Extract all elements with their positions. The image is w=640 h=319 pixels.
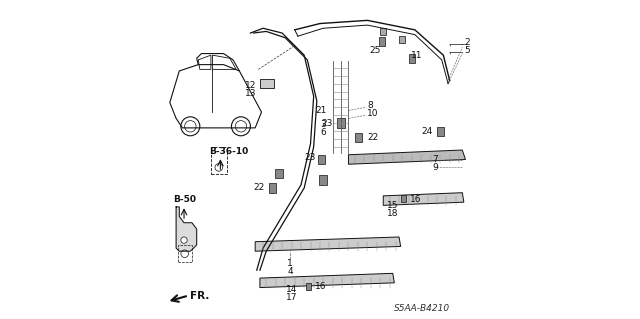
Bar: [378, 37, 385, 46]
Text: 6: 6: [321, 128, 326, 137]
Text: 10: 10: [367, 109, 379, 118]
Polygon shape: [348, 150, 465, 164]
Text: 8: 8: [367, 101, 373, 110]
Text: 21: 21: [315, 106, 326, 115]
Text: 24: 24: [421, 127, 432, 136]
Bar: [306, 283, 312, 290]
Text: 22: 22: [253, 183, 265, 192]
Polygon shape: [255, 237, 401, 251]
Text: 15: 15: [387, 201, 399, 210]
Text: 18: 18: [387, 209, 399, 218]
Text: 3: 3: [321, 120, 326, 129]
Bar: [211, 147, 227, 174]
Bar: [318, 155, 325, 164]
Bar: [408, 54, 415, 63]
Text: 14: 14: [286, 285, 297, 294]
Bar: [399, 35, 405, 43]
Bar: [355, 133, 362, 142]
Text: 7: 7: [432, 155, 438, 164]
Text: FR.: FR.: [190, 291, 210, 301]
Text: 4: 4: [287, 267, 292, 276]
Text: 25: 25: [370, 46, 381, 55]
Text: 9: 9: [432, 163, 438, 172]
Text: 23: 23: [321, 119, 333, 128]
Text: 11: 11: [411, 51, 422, 60]
Text: B-36-10: B-36-10: [209, 147, 248, 156]
Bar: [178, 245, 192, 262]
Text: 13: 13: [245, 89, 257, 98]
Text: 23: 23: [304, 153, 316, 162]
Bar: [337, 118, 345, 128]
Text: 16: 16: [316, 282, 327, 291]
Bar: [380, 28, 387, 35]
Bar: [401, 195, 406, 202]
Circle shape: [181, 237, 187, 243]
Bar: [260, 79, 274, 88]
Bar: [437, 127, 444, 136]
Text: 1: 1: [287, 259, 293, 268]
Bar: [269, 183, 276, 193]
Polygon shape: [383, 193, 464, 205]
Bar: [275, 169, 283, 178]
Text: 5: 5: [464, 46, 470, 55]
Bar: [319, 175, 327, 185]
Text: 22: 22: [367, 133, 379, 142]
Text: 16: 16: [410, 195, 422, 204]
Text: S5AA-B4210: S5AA-B4210: [394, 304, 450, 313]
Text: 2: 2: [464, 38, 470, 47]
Text: B-50: B-50: [173, 195, 196, 204]
Polygon shape: [260, 273, 394, 287]
Text: 17: 17: [286, 293, 298, 302]
Polygon shape: [176, 207, 196, 251]
Text: 12: 12: [245, 81, 257, 90]
